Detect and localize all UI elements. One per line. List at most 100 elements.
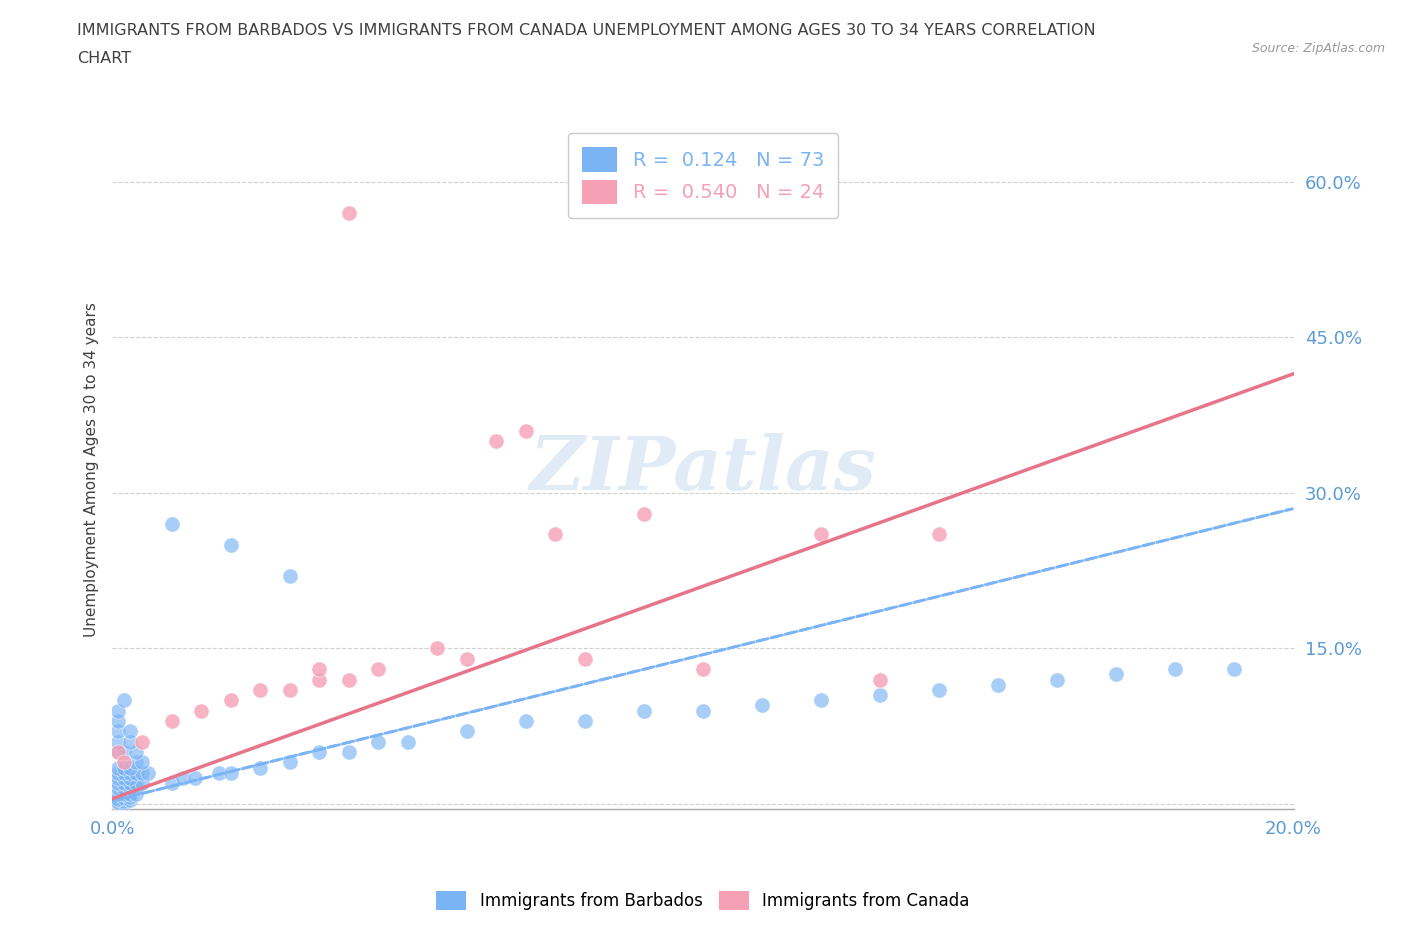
Point [112,795,135,810]
Point [120,765,142,780]
Point [107,745,129,760]
Point [544,527,567,542]
Point [249,683,271,698]
Point [112,781,135,796]
Point [107,735,129,750]
Point [337,745,360,760]
Point [208,765,231,780]
Point [112,760,135,775]
Point [107,765,129,780]
Point [125,755,148,770]
Point [1105,667,1128,682]
Point [869,687,891,702]
Point [125,745,148,760]
Point [107,795,129,810]
Point [112,793,135,808]
Point [987,677,1010,692]
Point [249,760,271,775]
Text: Source: ZipAtlas.com: Source: ZipAtlas.com [1251,42,1385,55]
Point [112,771,135,786]
Point [107,781,129,796]
Point [184,771,207,786]
Point [107,760,129,775]
Point [367,735,389,750]
Point [219,538,242,552]
Point [112,755,135,770]
Point [869,672,891,687]
Point [107,703,129,718]
Point [367,662,389,677]
Point [160,776,183,790]
Point [107,724,129,738]
Point [107,713,129,728]
Point [107,745,129,760]
Point [120,724,142,738]
Point [112,786,135,801]
Point [633,506,655,521]
Point [120,792,142,807]
Point [219,693,242,708]
Point [131,765,153,780]
Point [515,423,537,438]
Point [107,791,129,806]
Point [120,776,142,790]
Point [574,713,596,728]
Point [172,771,194,786]
Point [1223,662,1246,677]
Point [278,755,301,770]
Point [112,745,135,760]
Legend: Immigrants from Barbados, Immigrants from Canada: Immigrants from Barbados, Immigrants fro… [430,884,976,917]
Point [131,755,153,770]
Point [131,776,153,790]
Point [120,771,142,786]
Point [810,693,832,708]
Point [120,790,142,804]
Point [456,724,478,738]
Point [160,713,183,728]
Point [928,683,950,698]
Point [107,786,129,801]
Point [112,790,135,805]
Point [810,527,832,542]
Point [120,735,142,750]
Point [692,662,714,677]
Point [633,703,655,718]
Point [131,735,153,750]
Point [1164,662,1187,677]
Point [456,651,478,666]
Point [190,703,212,718]
Point [278,568,301,583]
Point [112,776,135,790]
Point [751,698,773,713]
Text: CHART: CHART [77,51,131,66]
Point [574,651,596,666]
Point [308,662,330,677]
Point [125,786,148,801]
Point [120,781,142,796]
Legend: R =  0.124   N = 73, R =  0.540   N = 24: R = 0.124 N = 73, R = 0.540 N = 24 [568,133,838,219]
Point [125,781,148,796]
Point [337,672,360,687]
Point [107,771,129,786]
Point [396,735,419,750]
Point [485,433,508,448]
Text: ZIPatlas: ZIPatlas [530,433,876,506]
Point [125,765,148,780]
Point [515,713,537,728]
Point [219,765,242,780]
Text: IMMIGRANTS FROM BARBADOS VS IMMIGRANTS FROM CANADA UNEMPLOYMENT AMONG AGES 30 TO: IMMIGRANTS FROM BARBADOS VS IMMIGRANTS F… [77,23,1095,38]
Point [278,683,301,698]
Point [120,760,142,775]
Point [426,641,449,656]
Point [337,206,360,220]
Point [308,745,330,760]
Point [125,776,148,790]
Point [1046,672,1069,687]
Y-axis label: Unemployment Among Ages 30 to 34 years: Unemployment Among Ages 30 to 34 years [83,302,98,637]
Point [112,693,135,708]
Point [160,517,183,532]
Point [112,765,135,780]
Point [308,672,330,687]
Point [692,703,714,718]
Point [928,527,950,542]
